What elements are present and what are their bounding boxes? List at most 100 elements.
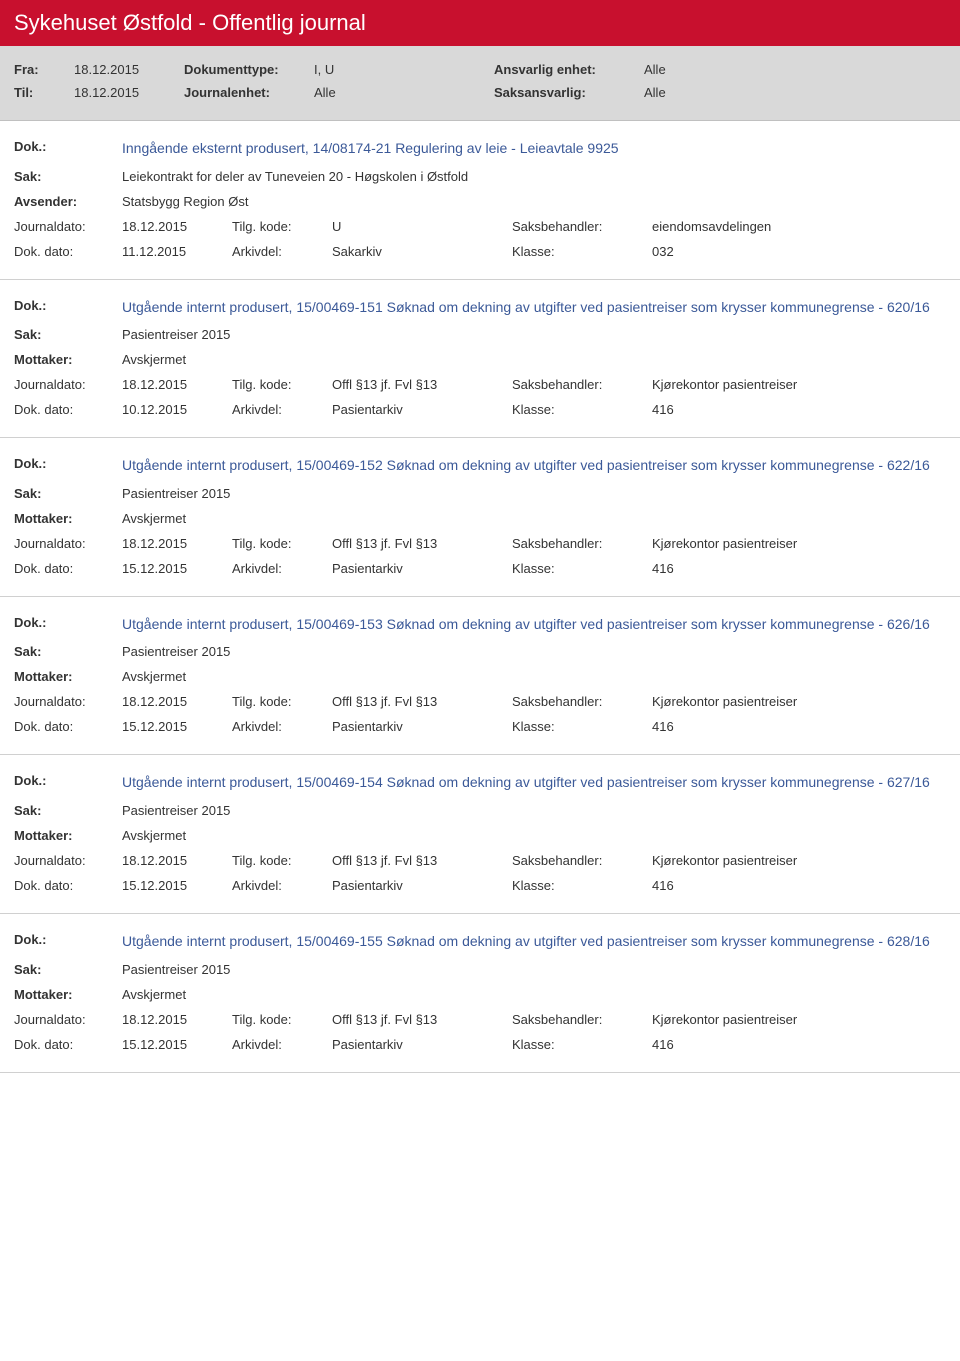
party-label: Avsender:	[14, 194, 122, 209]
journaldato-label: Journaldato:	[14, 1012, 122, 1027]
journalenhet-value: Alle	[314, 81, 494, 104]
sak-label: Sak:	[14, 486, 122, 501]
saksansvarlig-label: Saksansvarlig:	[494, 81, 644, 104]
dokdato-value: 15.12.2015	[122, 719, 232, 734]
dokdato-value: 15.12.2015	[122, 878, 232, 893]
journaldato-value: 18.12.2015	[122, 536, 232, 551]
tilgkode-label: Tilg. kode:	[232, 853, 332, 868]
saksbehandler-value: Kjørekontor pasientreiser	[652, 377, 946, 392]
fra-value: 18.12.2015	[74, 58, 184, 81]
doktype-label: Dokumenttype:	[184, 58, 314, 81]
arkivdel-value: Pasientarkiv	[332, 1037, 512, 1052]
journalenhet-label: Journalenhet:	[184, 81, 314, 104]
dok-label: Dok.:	[14, 139, 122, 154]
tilgkode-label: Tilg. kode:	[232, 1012, 332, 1027]
dok-label: Dok.:	[14, 932, 122, 947]
dokdato-label: Dok. dato:	[14, 878, 122, 893]
journaldato-value: 18.12.2015	[122, 219, 232, 234]
arkivdel-value: Pasientarkiv	[332, 561, 512, 576]
journaldato-value: 18.12.2015	[122, 377, 232, 392]
journaldato-label: Journaldato:	[14, 377, 122, 392]
saksbehandler-value: eiendomsavdelingen	[652, 219, 946, 234]
tilgkode-value: Offl §13 jf. Fvl §13	[332, 1012, 512, 1027]
tilgkode-label: Tilg. kode:	[232, 377, 332, 392]
tilgkode-value: Offl §13 jf. Fvl §13	[332, 536, 512, 551]
party-value: Avskjermet	[122, 511, 946, 526]
journaldato-label: Journaldato:	[14, 219, 122, 234]
saksbehandler-label: Saksbehandler:	[512, 694, 652, 709]
klasse-value: 416	[652, 1037, 946, 1052]
dokdato-label: Dok. dato:	[14, 402, 122, 417]
dok-label: Dok.:	[14, 615, 122, 630]
filter-header: Fra: 18.12.2015 Dokumenttype: I, U Ansva…	[0, 46, 960, 121]
dokdato-label: Dok. dato:	[14, 719, 122, 734]
saksbehandler-label: Saksbehandler:	[512, 853, 652, 868]
journaldato-value: 18.12.2015	[122, 694, 232, 709]
klasse-value: 416	[652, 561, 946, 576]
journal-entry: Dok.: Utgående internt produsert, 15/004…	[0, 597, 960, 756]
saksbehandler-label: Saksbehandler:	[512, 377, 652, 392]
sak-value: Pasientreiser 2015	[122, 803, 946, 818]
til-value: 18.12.2015	[74, 81, 184, 104]
journal-entry: Dok.: Inngående eksternt produsert, 14/0…	[0, 121, 960, 280]
sak-value: Pasientreiser 2015	[122, 644, 946, 659]
saksbehandler-value: Kjørekontor pasientreiser	[652, 1012, 946, 1027]
tilgkode-value: Offl §13 jf. Fvl §13	[332, 377, 512, 392]
dok-value: Utgående internt produsert, 15/00469-153…	[122, 615, 946, 635]
saksbehandler-value: Kjørekontor pasientreiser	[652, 694, 946, 709]
saksbehandler-value: Kjørekontor pasientreiser	[652, 536, 946, 551]
sak-value: Pasientreiser 2015	[122, 327, 946, 342]
dokdato-value: 10.12.2015	[122, 402, 232, 417]
arkivdel-label: Arkivdel:	[232, 244, 332, 259]
dokdato-value: 11.12.2015	[122, 244, 232, 259]
klasse-label: Klasse:	[512, 1037, 652, 1052]
party-value: Statsbygg Region Øst	[122, 194, 946, 209]
tilgkode-value: Offl §13 jf. Fvl §13	[332, 694, 512, 709]
doktype-value: I, U	[314, 58, 494, 81]
dokdato-label: Dok. dato:	[14, 561, 122, 576]
sak-label: Sak:	[14, 169, 122, 184]
klasse-label: Klasse:	[512, 402, 652, 417]
sak-label: Sak:	[14, 803, 122, 818]
til-label: Til:	[14, 81, 74, 104]
klasse-label: Klasse:	[512, 878, 652, 893]
saksbehandler-label: Saksbehandler:	[512, 219, 652, 234]
tilgkode-value: U	[332, 219, 512, 234]
saksbehandler-label: Saksbehandler:	[512, 536, 652, 551]
dokdato-label: Dok. dato:	[14, 244, 122, 259]
arkivdel-label: Arkivdel:	[232, 1037, 332, 1052]
ansvarlig-value: Alle	[644, 58, 946, 81]
dok-value: Utgående internt produsert, 15/00469-151…	[122, 298, 946, 318]
party-value: Avskjermet	[122, 352, 946, 367]
party-value: Avskjermet	[122, 987, 946, 1002]
page-title: Sykehuset Østfold - Offentlig journal	[0, 0, 960, 46]
ansvarlig-label: Ansvarlig enhet:	[494, 58, 644, 81]
dokdato-label: Dok. dato:	[14, 1037, 122, 1052]
klasse-value: 032	[652, 244, 946, 259]
dok-label: Dok.:	[14, 773, 122, 788]
sak-value: Pasientreiser 2015	[122, 962, 946, 977]
arkivdel-label: Arkivdel:	[232, 402, 332, 417]
party-label: Mottaker:	[14, 987, 122, 1002]
party-label: Mottaker:	[14, 352, 122, 367]
dok-value: Utgående internt produsert, 15/00469-155…	[122, 932, 946, 952]
klasse-value: 416	[652, 402, 946, 417]
party-value: Avskjermet	[122, 828, 946, 843]
journal-entry: Dok.: Utgående internt produsert, 15/004…	[0, 438, 960, 597]
journaldato-label: Journaldato:	[14, 694, 122, 709]
dok-value: Inngående eksternt produsert, 14/08174-2…	[122, 139, 946, 159]
journaldato-value: 18.12.2015	[122, 853, 232, 868]
arkivdel-value: Pasientarkiv	[332, 719, 512, 734]
journal-entry: Dok.: Utgående internt produsert, 15/004…	[0, 280, 960, 439]
journaldato-label: Journaldato:	[14, 536, 122, 551]
dokdato-value: 15.12.2015	[122, 561, 232, 576]
klasse-label: Klasse:	[512, 561, 652, 576]
klasse-label: Klasse:	[512, 244, 652, 259]
journaldato-label: Journaldato:	[14, 853, 122, 868]
arkivdel-value: Sakarkiv	[332, 244, 512, 259]
sak-label: Sak:	[14, 327, 122, 342]
saksbehandler-label: Saksbehandler:	[512, 1012, 652, 1027]
sak-value: Leiekontrakt for deler av Tuneveien 20 -…	[122, 169, 946, 184]
klasse-label: Klasse:	[512, 719, 652, 734]
tilgkode-label: Tilg. kode:	[232, 219, 332, 234]
